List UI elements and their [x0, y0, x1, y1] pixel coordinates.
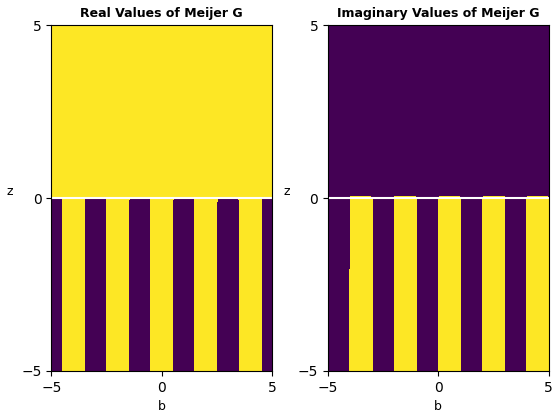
Title: Imaginary Values of Meijer G: Imaginary Values of Meijer G [337, 7, 539, 20]
Title: Real Values of Meijer G: Real Values of Meijer G [81, 7, 243, 20]
X-axis label: b: b [435, 400, 442, 413]
Y-axis label: z: z [283, 185, 290, 198]
X-axis label: b: b [158, 400, 166, 413]
Y-axis label: z: z [7, 185, 13, 198]
